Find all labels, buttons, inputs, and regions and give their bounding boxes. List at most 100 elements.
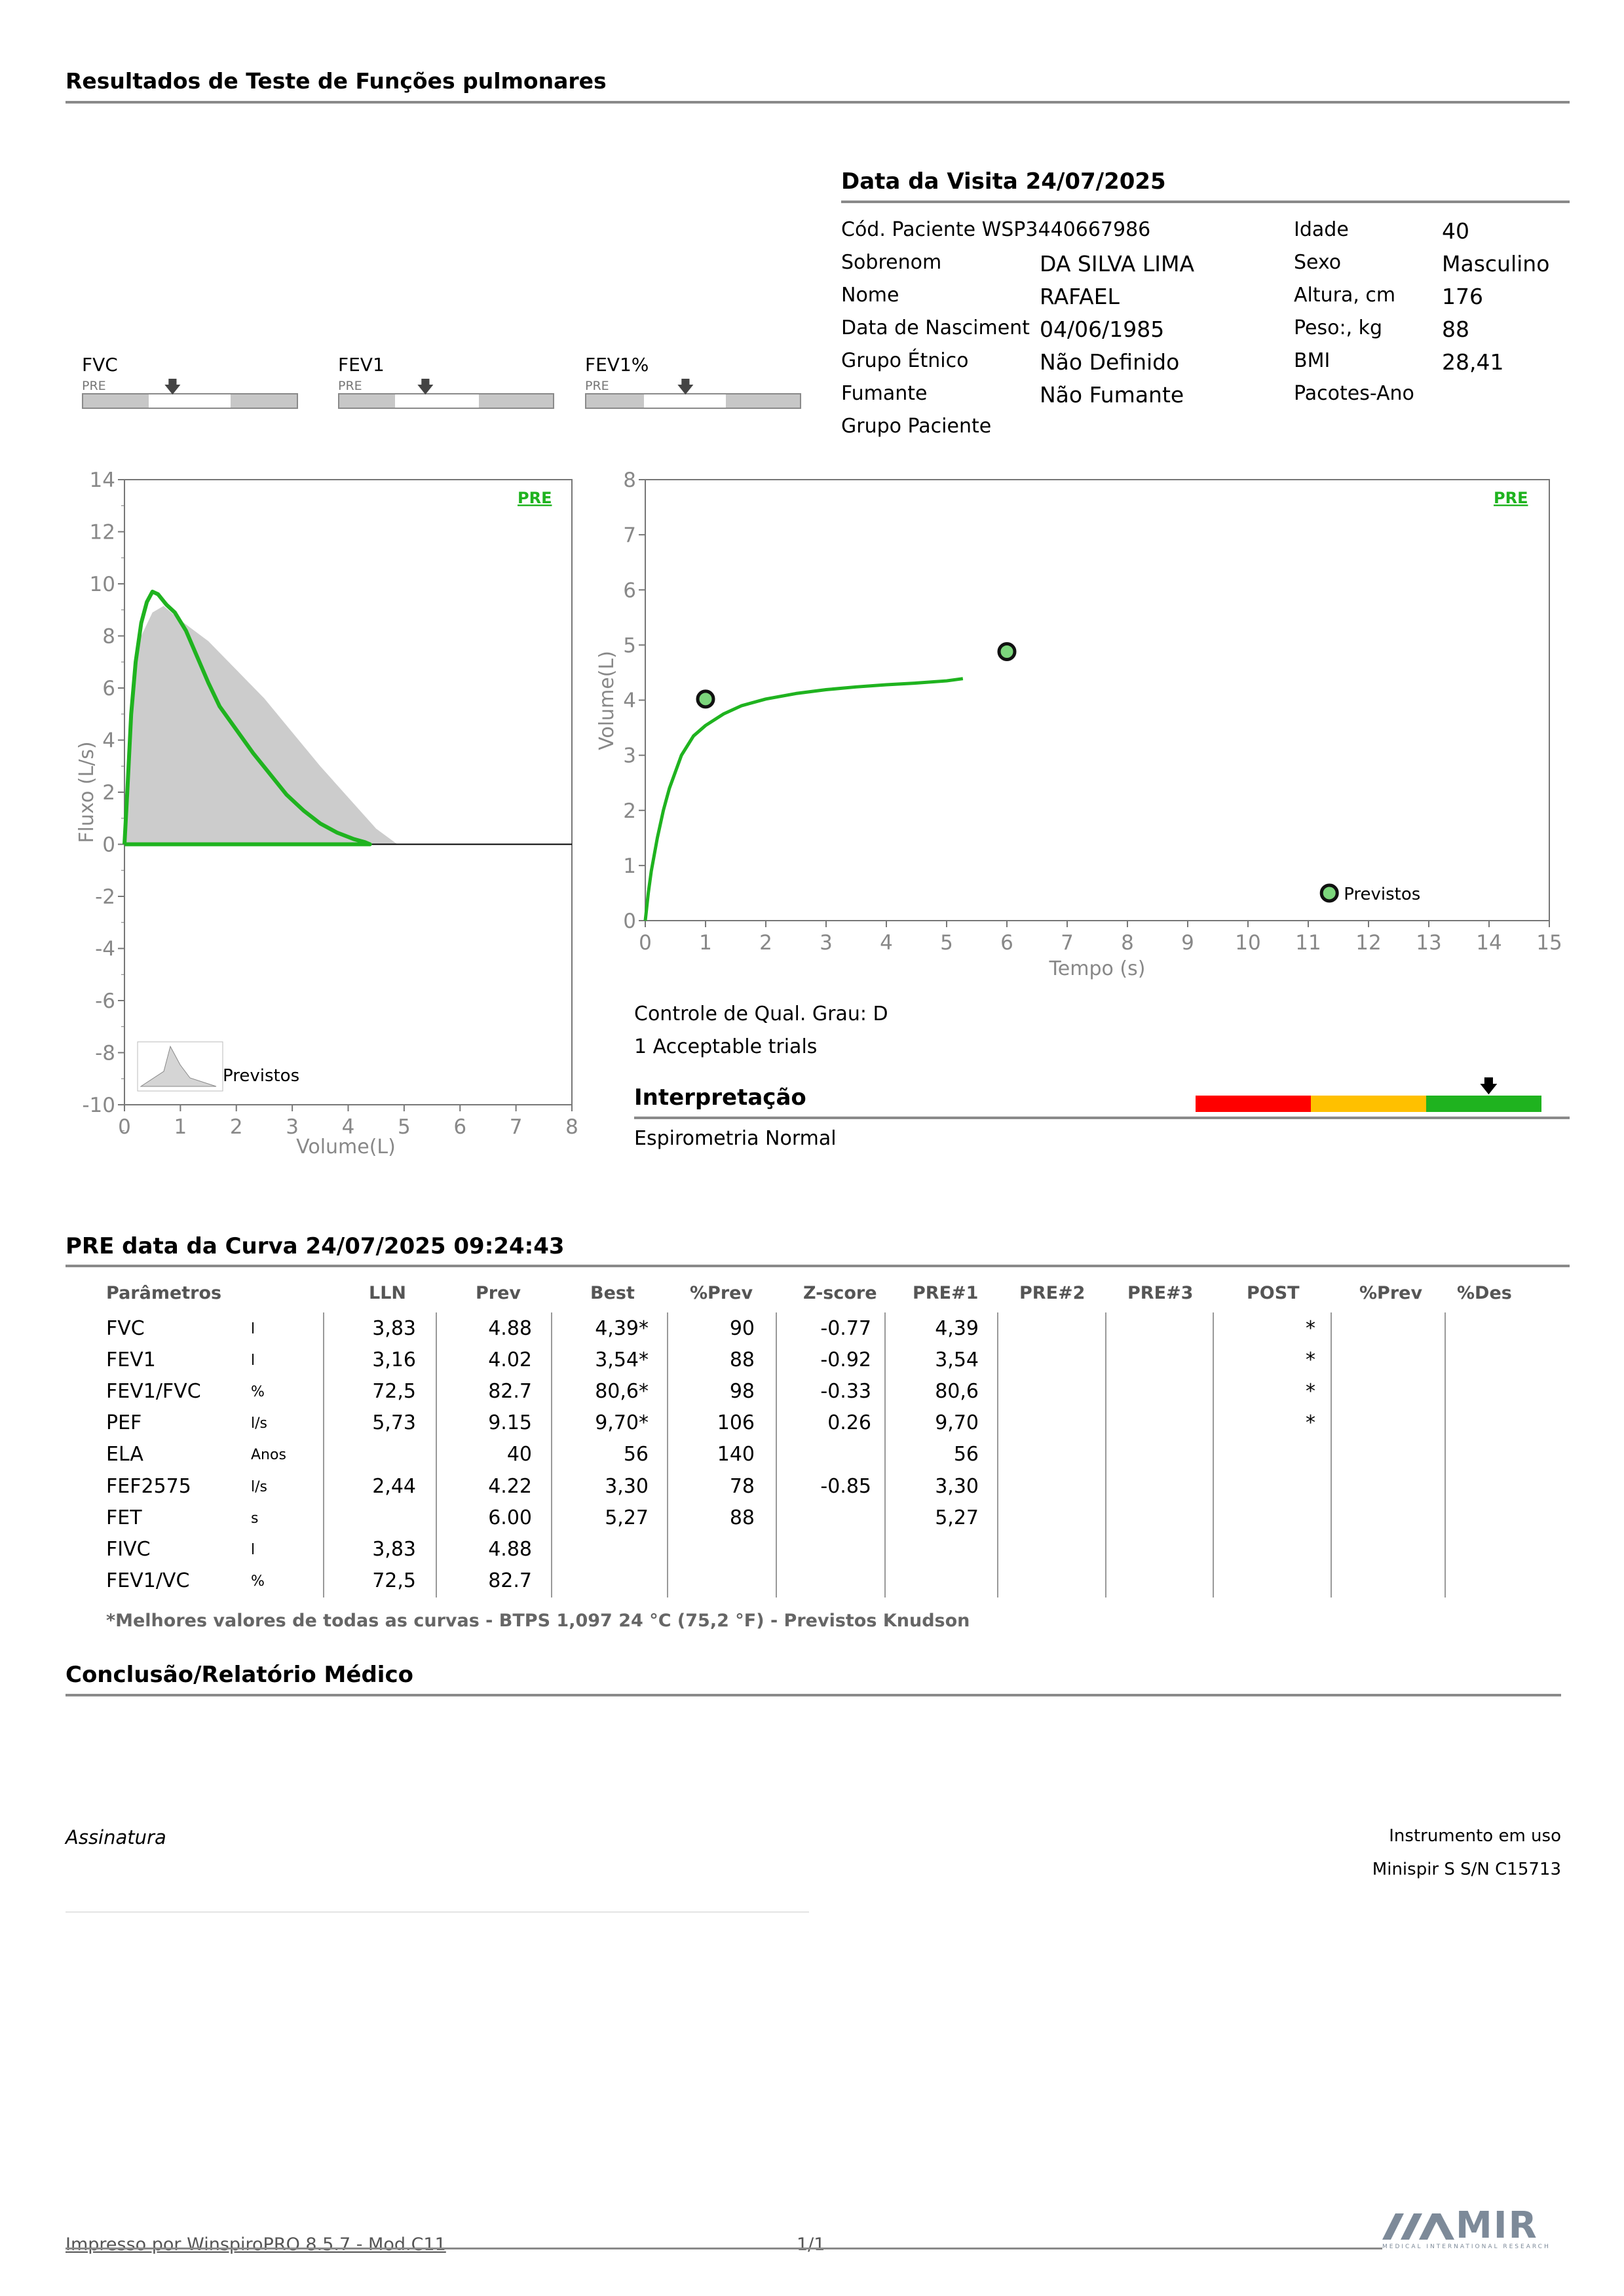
col-header: Prev: [476, 1283, 521, 1303]
arrow-down-icon: 🡇: [164, 377, 181, 397]
table-cell-unit: l: [251, 1541, 255, 1558]
table-cell-pre1: 3,30: [935, 1474, 979, 1498]
col-header: Parâmetros: [106, 1283, 222, 1303]
indicator-tag: PRE: [82, 379, 106, 393]
packs-label: Pacotes-Ano: [1294, 382, 1414, 405]
pre-curve: [643, 677, 964, 921]
patient-group-label: Grupo Paciente: [841, 415, 992, 438]
indicator-normal-range: [395, 394, 479, 408]
table-cell-param: FIVC: [106, 1537, 151, 1561]
table-cell-unit: s: [251, 1510, 259, 1527]
visit-divider: [841, 201, 1570, 203]
predicted-point: [696, 689, 715, 709]
bmi-value: 28,41: [1442, 349, 1504, 375]
x-tick-label: 0: [639, 931, 652, 955]
indicator-tag: PRE: [338, 379, 362, 393]
predicted-point: [997, 641, 1017, 661]
visit-date-title: Data da Visita 24/07/2025: [841, 168, 1166, 195]
pre-curve: [123, 589, 372, 847]
name-value: RAFAEL: [1040, 284, 1120, 309]
table-cell-param: FEV1/VC: [106, 1569, 190, 1592]
col-divider: [436, 1312, 437, 1598]
table-cell-param: PEF: [106, 1411, 142, 1435]
x-tick-label: 8: [1121, 931, 1134, 955]
table-cell-prev: 9.15: [488, 1411, 532, 1435]
indicator-label: FEV1: [338, 354, 385, 375]
x-tick-label: 12: [1355, 931, 1381, 955]
table-cell-best: 9,70*: [595, 1411, 649, 1435]
table-cell-param: FEF2575: [106, 1474, 191, 1498]
x-tick-label: 11: [1295, 931, 1321, 955]
report-title: Resultados de Teste de Funções pulmonare…: [66, 68, 607, 94]
x-tick-label: 1: [699, 931, 712, 955]
surname-label: Sobrenom: [841, 251, 942, 274]
x-tick-label: 9: [1181, 931, 1194, 955]
x-tick-label: 15: [1536, 931, 1562, 955]
table-cell-z: -0.77: [820, 1317, 871, 1340]
y-axis-label: Volume(L): [595, 651, 618, 750]
table-cell-best: 56: [623, 1443, 649, 1466]
chart-tag: PRE: [1494, 489, 1528, 507]
weight-label: Peso:, kg: [1294, 316, 1383, 339]
y-tick-label: -2: [95, 885, 115, 909]
table-cell-unit: Anos: [251, 1447, 286, 1464]
table-cell-pprev: 106: [717, 1411, 755, 1435]
y-tick-label: 8: [623, 469, 636, 492]
table-cell-best: 3,54*: [595, 1349, 649, 1372]
predicted-label: Previstos: [1344, 885, 1420, 904]
arrow-down-icon: 🡇: [677, 377, 694, 397]
table-cell-pre1: 4,39: [935, 1317, 979, 1340]
y-tick-label: 10: [90, 573, 115, 596]
instrument-label: Instrumento em uso: [1389, 1826, 1561, 1846]
interpretation-title: Interpretação: [634, 1084, 806, 1111]
table-cell-pprev: 88: [729, 1349, 755, 1372]
sex-value: Masculino: [1442, 251, 1550, 277]
table-cell-unit: l/s: [251, 1478, 267, 1495]
col-divider: [551, 1312, 552, 1598]
x-tick-label: 3: [820, 931, 833, 955]
x-tick-label: 4: [342, 1115, 355, 1139]
col-divider: [1331, 1312, 1332, 1598]
col-header: %Prev: [690, 1283, 753, 1303]
table-cell-lln: 3,16: [372, 1349, 416, 1372]
y-tick-label: 5: [623, 634, 636, 657]
table-cell-pprev: 88: [729, 1506, 755, 1529]
y-tick-label: 14: [90, 469, 115, 492]
col-divider: [323, 1312, 324, 1598]
col-header: Z-score: [803, 1283, 877, 1303]
x-tick-label: 3: [286, 1115, 299, 1139]
y-tick-label: 4: [102, 729, 115, 753]
ethnic-value: Não Definido: [1040, 349, 1180, 375]
table-cell-param: FVC: [106, 1317, 145, 1340]
table-cell-pprev: 140: [717, 1443, 755, 1466]
x-tick-label: 5: [398, 1115, 411, 1139]
scale-yellow: [1311, 1096, 1426, 1112]
y-tick-label: -4: [95, 938, 115, 961]
table-cell-z: 0.26: [827, 1411, 871, 1435]
col-divider: [1213, 1312, 1214, 1598]
y-tick-label: 6: [102, 677, 115, 700]
x-tick-label: 14: [1476, 931, 1501, 955]
col-divider: [997, 1312, 998, 1598]
col-header: %Des: [1457, 1283, 1512, 1303]
table-cell-lln: 3,83: [372, 1317, 416, 1340]
x-tick-label: 4: [880, 931, 893, 955]
table-cell-prev: 82.7: [488, 1569, 532, 1592]
indicator-label: FEV1%: [585, 354, 649, 375]
table-cell-pre1: 5,27: [935, 1506, 979, 1529]
bmi-label: BMI: [1294, 349, 1331, 372]
interpretation-divider: [634, 1117, 1570, 1119]
x-tick-label: 6: [1000, 931, 1013, 955]
interpretation-text: Espirometria Normal: [634, 1127, 837, 1150]
age-value: 40: [1442, 218, 1469, 244]
table-cell-best: 5,27: [605, 1506, 649, 1529]
col-divider: [884, 1312, 886, 1598]
sex-label: Sexo: [1294, 251, 1342, 274]
x-tick-label: 6: [453, 1115, 466, 1139]
printed-by: Impresso por WinspiroPRO 8.5.7 - Mod.C11: [66, 2234, 446, 2255]
table-cell-lln: 5,73: [372, 1411, 416, 1435]
col-header: PRE#2: [1019, 1283, 1086, 1303]
x-axis-label: Volume(L): [296, 1136, 396, 1158]
table-cell-unit: l: [251, 1352, 255, 1369]
